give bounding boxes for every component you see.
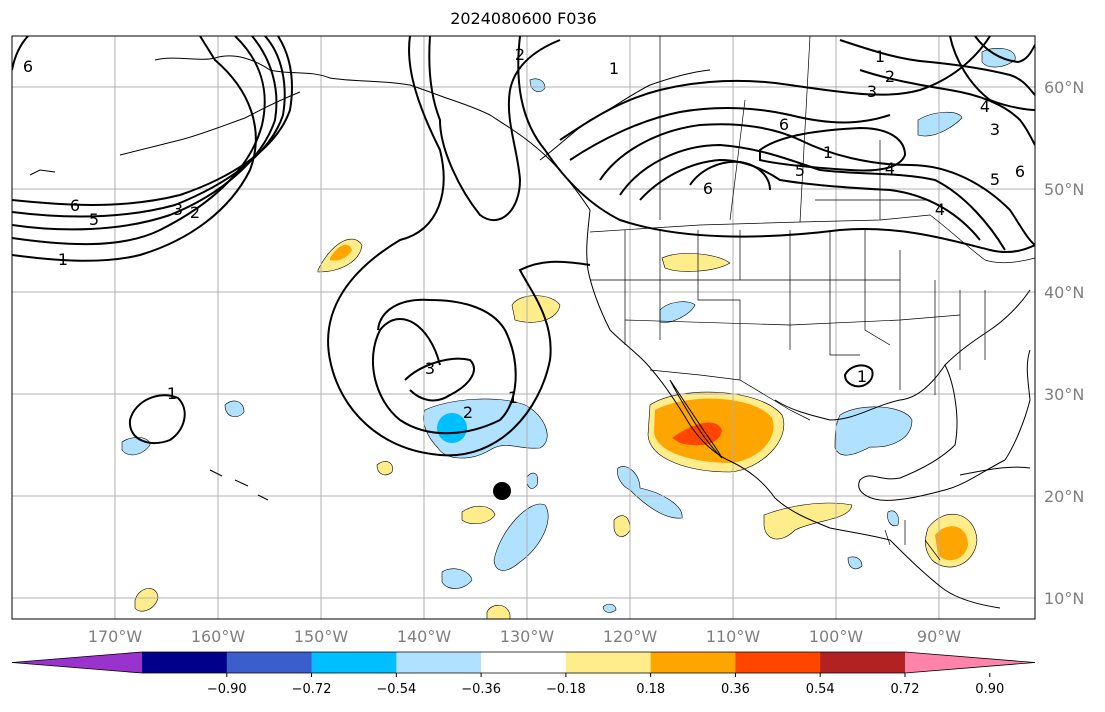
contour-label: 5 xyxy=(795,161,805,180)
contour-label: 1 xyxy=(875,47,885,66)
colorbar-segment xyxy=(820,652,906,673)
fill-blue-s4 xyxy=(526,472,538,489)
colorbar-segment xyxy=(142,652,228,673)
lon-label: 140°W xyxy=(397,627,452,646)
fill-blue-core xyxy=(437,413,467,443)
lon-labels: 170°W 160°W 150°W 140°W 130°W 120°W 110°… xyxy=(88,627,961,646)
contour-label: 2 xyxy=(885,67,895,86)
contour-label: 3 xyxy=(867,82,877,101)
colorbar-segment xyxy=(481,652,567,673)
colorbar-segment xyxy=(311,652,397,673)
political-borders xyxy=(589,36,1035,561)
lon-label: 130°W xyxy=(500,627,555,646)
fill-blue-s3 xyxy=(441,568,473,589)
colorbar-extend-min xyxy=(12,652,142,673)
contour-label: 5 xyxy=(89,210,99,229)
lon-label: 100°W xyxy=(809,627,864,646)
contour-label: 1 xyxy=(857,367,867,386)
contour-label: 6 xyxy=(70,196,80,215)
colorbar-tick-label: 0.72 xyxy=(891,682,920,697)
colorbar-tick-label: 0.54 xyxy=(806,682,835,697)
contour-label: 3 xyxy=(425,359,435,378)
fill-yellow-s1 xyxy=(461,506,496,524)
colorbar-segment xyxy=(565,652,652,673)
contour-label: 3 xyxy=(173,200,183,219)
colorbar-extend-max xyxy=(905,652,1035,673)
lat-label: 30°N xyxy=(1044,385,1084,404)
contour-label: 6 xyxy=(779,115,789,134)
fill-blue-s xyxy=(493,503,549,571)
gridlines xyxy=(12,36,1035,619)
lon-label: 170°W xyxy=(88,627,143,646)
contour-label: 2 xyxy=(515,45,525,64)
lon-label: 120°W xyxy=(603,627,658,646)
fill-blue-s5 xyxy=(529,78,546,93)
fill-yellow-w xyxy=(511,295,561,323)
colorbar: −0.90 −0.72 −0.54 −0.36 −0.18 0.18 0.36 0.54 0.7… xyxy=(11,651,1036,697)
colorbar-tick-label: 0.36 xyxy=(721,682,750,697)
fill-yellow-nevada xyxy=(661,253,731,272)
colorbar-tick-label: −0.36 xyxy=(461,682,501,697)
contour-label: 1 xyxy=(609,59,619,78)
fill-blue-s7 xyxy=(847,556,863,570)
fill-blue-s2 xyxy=(617,466,683,519)
lat-label: 10°N xyxy=(1044,589,1084,608)
colorbar-segment xyxy=(735,652,821,673)
colorbar-tick-label: 0.90 xyxy=(975,682,1004,697)
fill-yellow-s6 xyxy=(486,604,511,619)
contour-label: 5 xyxy=(990,170,1000,189)
fill-blue-s6 xyxy=(602,603,617,613)
colorbar-tick-label: −0.72 xyxy=(292,682,332,697)
lat-label: 40°N xyxy=(1044,283,1084,302)
fill-camerica-orange xyxy=(935,526,968,561)
colorbar-segment xyxy=(650,652,736,673)
contour-label: 4 xyxy=(980,97,990,116)
fill-blue-w2 xyxy=(224,400,245,418)
fill-orange-nw xyxy=(330,244,352,261)
colorbar-tick-label: 0.18 xyxy=(636,682,665,697)
colorbar-tick-label: −0.54 xyxy=(376,682,416,697)
fill-yellow-s4 xyxy=(376,461,393,476)
lon-label: 150°W xyxy=(294,627,349,646)
contour-label: 4 xyxy=(885,159,895,178)
lat-label: 20°N xyxy=(1044,487,1084,506)
fill-blue-ca xyxy=(659,301,696,323)
contour-label: 2 xyxy=(463,403,473,422)
contour-label: 4 xyxy=(935,200,945,219)
colorbar-tick-label: −0.90 xyxy=(207,682,247,697)
fill-yellow-s3 xyxy=(613,515,631,537)
colorbar-outline xyxy=(11,651,1036,674)
contour-label: 6 xyxy=(23,57,33,76)
colorbar-segment xyxy=(226,652,313,673)
contour-labels: 6 2 3 5 6 1 1 3 2 1 6 4 1 2 3 4 5 6 6 5 … xyxy=(23,45,1025,422)
contour-label: 3 xyxy=(990,120,1000,139)
fill-blue-gulf xyxy=(834,406,913,456)
fill-blue-hud xyxy=(917,111,963,137)
contour-label: 6 xyxy=(703,179,713,198)
contour-label: 6 xyxy=(1015,162,1025,181)
contour-label: 1 xyxy=(823,143,833,162)
colorbar-tick-label: −0.18 xyxy=(546,682,586,697)
fill-blue-ne xyxy=(981,47,1016,68)
contour-lines xyxy=(12,36,1035,457)
contour-label: 2 xyxy=(190,203,200,222)
contour-label: 1 xyxy=(508,388,518,407)
lon-label: 110°W xyxy=(706,627,761,646)
contour-label: 1 xyxy=(58,250,68,269)
colorbar-segment xyxy=(396,652,482,673)
contour-label: 1 xyxy=(167,384,177,403)
fill-yellow-s2 xyxy=(763,502,853,540)
lon-label: 160°W xyxy=(191,627,246,646)
map-frame xyxy=(11,35,1036,620)
lat-label: 60°N xyxy=(1044,78,1084,97)
storm-center-marker xyxy=(493,482,511,500)
lat-labels: 60°N 50°N 40°N 30°N 20°N 10°N xyxy=(1044,78,1084,608)
lon-label: 90°W xyxy=(917,627,961,646)
fill-blue-s8 xyxy=(887,510,899,527)
coastlines xyxy=(29,55,1031,609)
plot-title: 2024080600 F036 xyxy=(450,9,597,28)
lat-label: 50°N xyxy=(1044,180,1084,199)
